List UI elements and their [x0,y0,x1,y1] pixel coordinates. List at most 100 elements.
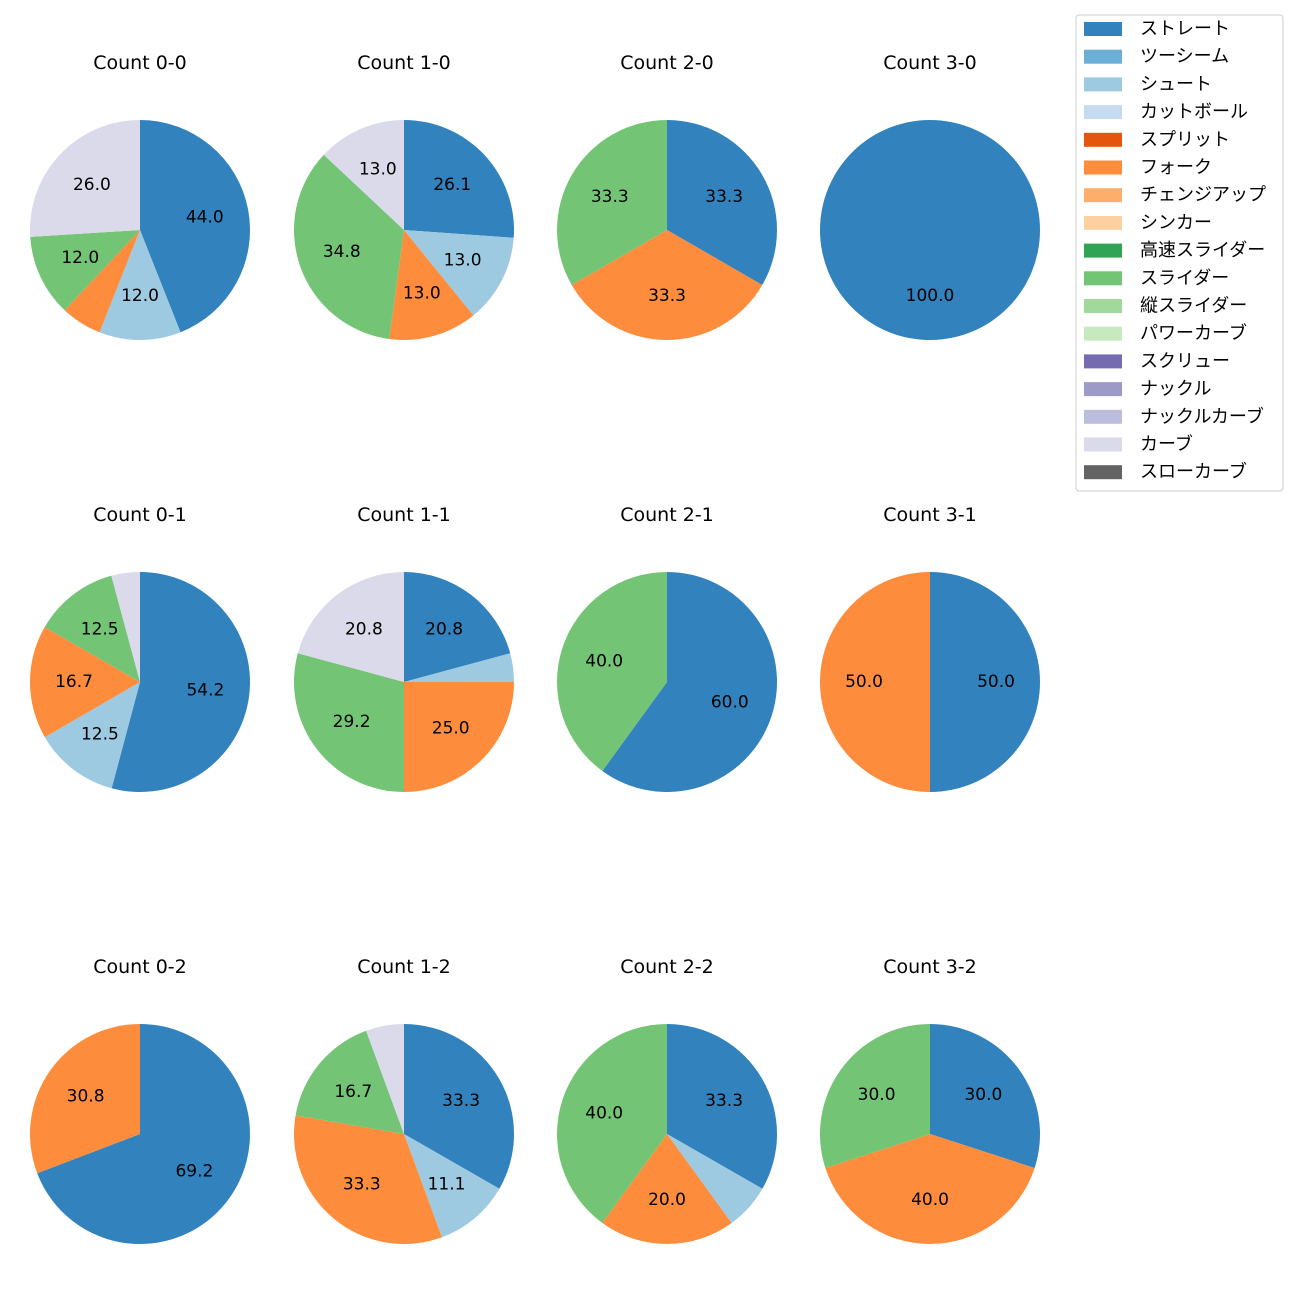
pie-slice-label: 40.0 [911,1190,949,1210]
legend-label: スクリュー [1140,351,1230,372]
pie-slice [556,1024,667,1223]
legend-label: フォーク [1140,157,1212,178]
pie-slice [602,1134,732,1245]
legend-swatch [1084,437,1122,452]
pie-slice [44,682,140,789]
pie-slice-label: 20.8 [345,620,383,640]
pie-slice [404,653,514,682]
pie-slice-label: 30.0 [964,1085,1002,1105]
legend-label: ツーシーム [1140,46,1229,67]
pie-title: Count 0-2 [93,956,187,978]
pie-title: Count 1-1 [357,504,451,526]
legend-entry: カットボール [1084,102,1248,123]
pie-slice-label: 33.3 [442,1091,480,1111]
legend-swatch [1084,299,1122,313]
legend-entry: ナックル [1084,379,1211,400]
pie-slice-label: 40.0 [585,1104,623,1124]
pie-title: Count 3-2 [883,956,977,978]
pie-slice [111,572,140,682]
pie-slice-label: 69.2 [175,1161,213,1181]
legend-swatch [1084,49,1122,64]
legend-label: スライダー [1140,268,1229,289]
pie-slice-label: 12.0 [121,286,159,306]
pie-slice [111,572,250,792]
pie-slice-label: 12.5 [81,724,119,744]
pie-slice-label: 13.0 [359,159,397,179]
pie-slice [404,682,514,792]
pie-panel: Count 3-2 30.0 40.0 30.0 [819,956,1041,1245]
pie-slice-label: 50.0 [977,672,1015,692]
pie-panel: Count 1-2 33.3 11.1 33.3 16.7 [294,956,515,1244]
legend-swatch [1084,132,1122,147]
pie-panel: Count 1-1 20.8 25.0 29.2 20.8 [294,504,514,792]
pie-slice [404,120,514,238]
pie-slice [323,120,404,230]
pie-slice [404,572,511,682]
pie-slice [30,120,140,237]
pie-slice-label: 16.7 [334,1082,372,1102]
pie-panels: Count 0-0 44.0 12.0 12.0 26.0 Count 1-0 26.1 13… [29,52,1041,1245]
pie-slice [571,230,763,340]
legend-swatch [1084,271,1122,286]
legend-swatch [1084,77,1122,92]
legend-swatch [1084,22,1122,36]
pie-slice-label: 40.0 [585,652,623,672]
pie-slice [294,1115,442,1244]
legend-entry: スローカーブ [1084,461,1247,483]
legend-entry: カーブ [1084,433,1193,455]
pie-slice [930,1024,1041,1168]
pie-title: Count 2-0 [620,52,714,74]
pie-slice [295,1030,404,1134]
pie-slice-label: 13.0 [403,284,441,304]
pie-slice [140,120,251,333]
legend-label: ストレート [1140,19,1230,40]
pie-slice [404,1024,515,1189]
pie-slice [602,572,777,792]
pie-slice [404,230,514,316]
legend-swatch [1084,160,1122,175]
pie-slice [667,1024,778,1189]
pie-panel: Count 2-2 33.3 20.0 40.0 [556,956,778,1245]
pie-slice-label: 20.0 [648,1190,686,1210]
pie-slice-label: 100.0 [906,286,955,306]
pie-slice-label: 33.3 [705,187,743,207]
pie-panel: Count 3-0 100.0 [820,52,1040,340]
pie-slice-label: 11.1 [428,1175,466,1195]
pie-panel: Count 0-2 69.2 30.8 [29,956,250,1245]
pie-slice-label: 16.7 [55,672,93,692]
pie-title: Count 1-0 [357,52,451,74]
pie-slice [820,120,1040,340]
legend-label: スプリット [1140,129,1230,150]
pie-slice [667,1134,763,1223]
pie-slice-label: 26.1 [433,175,471,195]
pie-title: Count 3-1 [883,504,977,526]
legend-entry: ストレート [1084,19,1230,40]
pie-slice [293,154,404,339]
pie-slice [294,653,404,792]
legend-swatch [1084,215,1122,230]
pie-title: Count 0-1 [93,504,187,526]
pie-panel: Count 2-1 60.0 40.0 [556,504,777,792]
legend-entry: ツーシーム [1084,46,1229,67]
pie-title: Count 2-1 [620,504,714,526]
legend-entry: スクリュー [1084,351,1230,372]
pie-panel: Count 3-1 50.0 50.0 [820,504,1040,792]
pie-slice-label: 20.8 [425,620,463,640]
legend-entry: シュート [1084,74,1212,95]
pie-slice-label: 50.0 [845,672,883,692]
legend-entry: シンカー [1084,212,1212,233]
legend-swatch [1084,382,1122,397]
legend-entry: パワーカーブ [1084,322,1247,344]
legend-entry: 高速スライダー [1084,240,1265,261]
pie-slice [44,575,140,682]
pie-slice [557,120,667,285]
pie-slice-label: 12.0 [61,248,99,268]
legend-label: チェンジアップ [1140,185,1266,206]
pie-slice-label: 13.0 [444,251,482,271]
legend-entry: スプリット [1084,129,1230,150]
pie-slice-label: 33.3 [705,1091,743,1111]
pie-slice [29,1023,140,1174]
pie-slice [556,572,667,771]
pie-panel: Count 1-026.113.013.034.813.0 [293,52,514,341]
legend-label: カーブ [1140,433,1193,455]
